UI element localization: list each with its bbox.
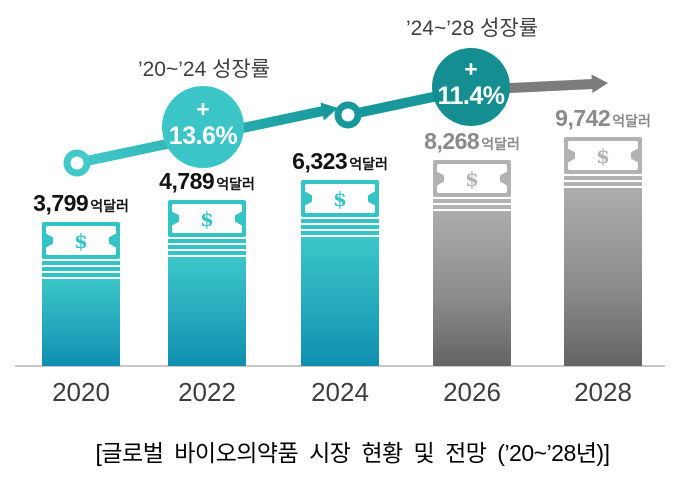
bar-value-number: 6,323 [292,148,348,174]
bill-notch-left [172,211,179,226]
bar-value-unit: 억달러 [349,156,388,172]
bar-value-number: 9,742 [555,105,611,131]
growth-label-2024-2028: ’24~’28 성장률 [405,17,539,40]
bar-value-unit: 억달러 [481,136,520,152]
bill-notch-left [305,191,312,206]
bar-value-label: 6,323 억달러 [292,148,388,175]
plus-icon: + [196,96,210,122]
bar-value-label: 4,789 억달러 [159,168,255,195]
bar-2026: 8,268 억달러 $ 2026 [424,128,520,407]
money-bill-icon: $ [564,137,642,174]
dollar-sign-icon: $ [200,206,214,231]
bar-2024: 6,323 억달러 $ 2024 [292,148,388,407]
bill-notch-right [368,191,375,206]
dollar-sign-icon: $ [74,228,88,253]
money-bill-face: $ [568,141,638,170]
growth-rate-value: 11.4% [437,82,505,110]
growth-badge-2020-2024: + 13.6% [162,86,244,168]
dollar-sign-icon: $ [596,143,610,168]
money-bill-icon: $ [168,200,246,237]
bar-value-number: 8,268 [424,128,480,154]
year-label-2026: 2026 [443,377,501,407]
bar-2022: 4,789 억달러 $ 2022 [159,168,255,407]
chart-title: [글로벌 바이오의약품 시장 현황 및 전망 (’20~’28년)] [95,440,610,466]
bill-notch-right [109,233,116,248]
bill-notch-left [46,233,53,248]
money-bill-icon: $ [301,180,379,217]
bill-stripes [301,219,379,235]
bar-body [564,188,642,366]
bar-value-label: 8,268 억달러 [424,128,520,155]
plus-icon: + [464,56,478,82]
axis-baseline [15,365,665,367]
ring-marker-2020 [63,149,91,177]
dollar-sign-icon: $ [465,166,479,191]
year-label-2024: 2024 [311,377,369,407]
bar-body [301,237,379,366]
dollar-sign-icon: $ [333,186,347,211]
growth-badge-2024-2028: + 11.4% [432,48,510,126]
bar-body [433,211,511,366]
money-bill-icon: $ [42,222,120,259]
bar-value-unit: 억달러 [216,176,255,192]
growth-rate-value: 13.6% [168,122,238,150]
bar-value-unit: 억달러 [612,113,651,129]
money-bill-icon: $ [433,160,511,197]
bill-notch-left [568,148,575,163]
money-bill-face: $ [437,164,507,193]
bar-value-unit: 억달러 [90,198,129,214]
bar-value-number: 3,799 [33,190,89,216]
year-label-2020: 2020 [52,377,110,407]
bar-body [42,279,120,366]
bill-notch-right [500,171,507,186]
money-bill-face: $ [305,184,375,213]
growth-label-2020-2024: ’20~’24 성장률 [137,58,271,81]
bar-value-number: 4,789 [159,168,215,194]
bill-stripes [564,176,642,186]
bill-stripes [42,261,120,277]
bill-stripes [433,199,511,209]
arrowhead-icon-teal [320,102,338,121]
bill-notch-left [437,171,444,186]
bill-notch-right [235,211,242,226]
money-bill-face: $ [46,226,116,255]
bar-2020: 3,799 억달러 $ 2020 [33,190,129,407]
year-label-2028: 2028 [574,377,632,407]
bar-body [168,257,246,366]
money-bill-face: $ [172,204,242,233]
bar-value-label: 9,742 억달러 [555,105,651,132]
ring-marker-2024 [334,101,362,129]
arrowhead-icon-gray [591,74,608,93]
year-label-2022: 2022 [178,377,236,407]
bar-value-label: 3,799 억달러 [33,190,129,217]
bar-2028: 9,742 억달러 $ 2028 [555,105,651,407]
bill-notch-right [631,148,638,163]
bill-stripes [168,239,246,255]
